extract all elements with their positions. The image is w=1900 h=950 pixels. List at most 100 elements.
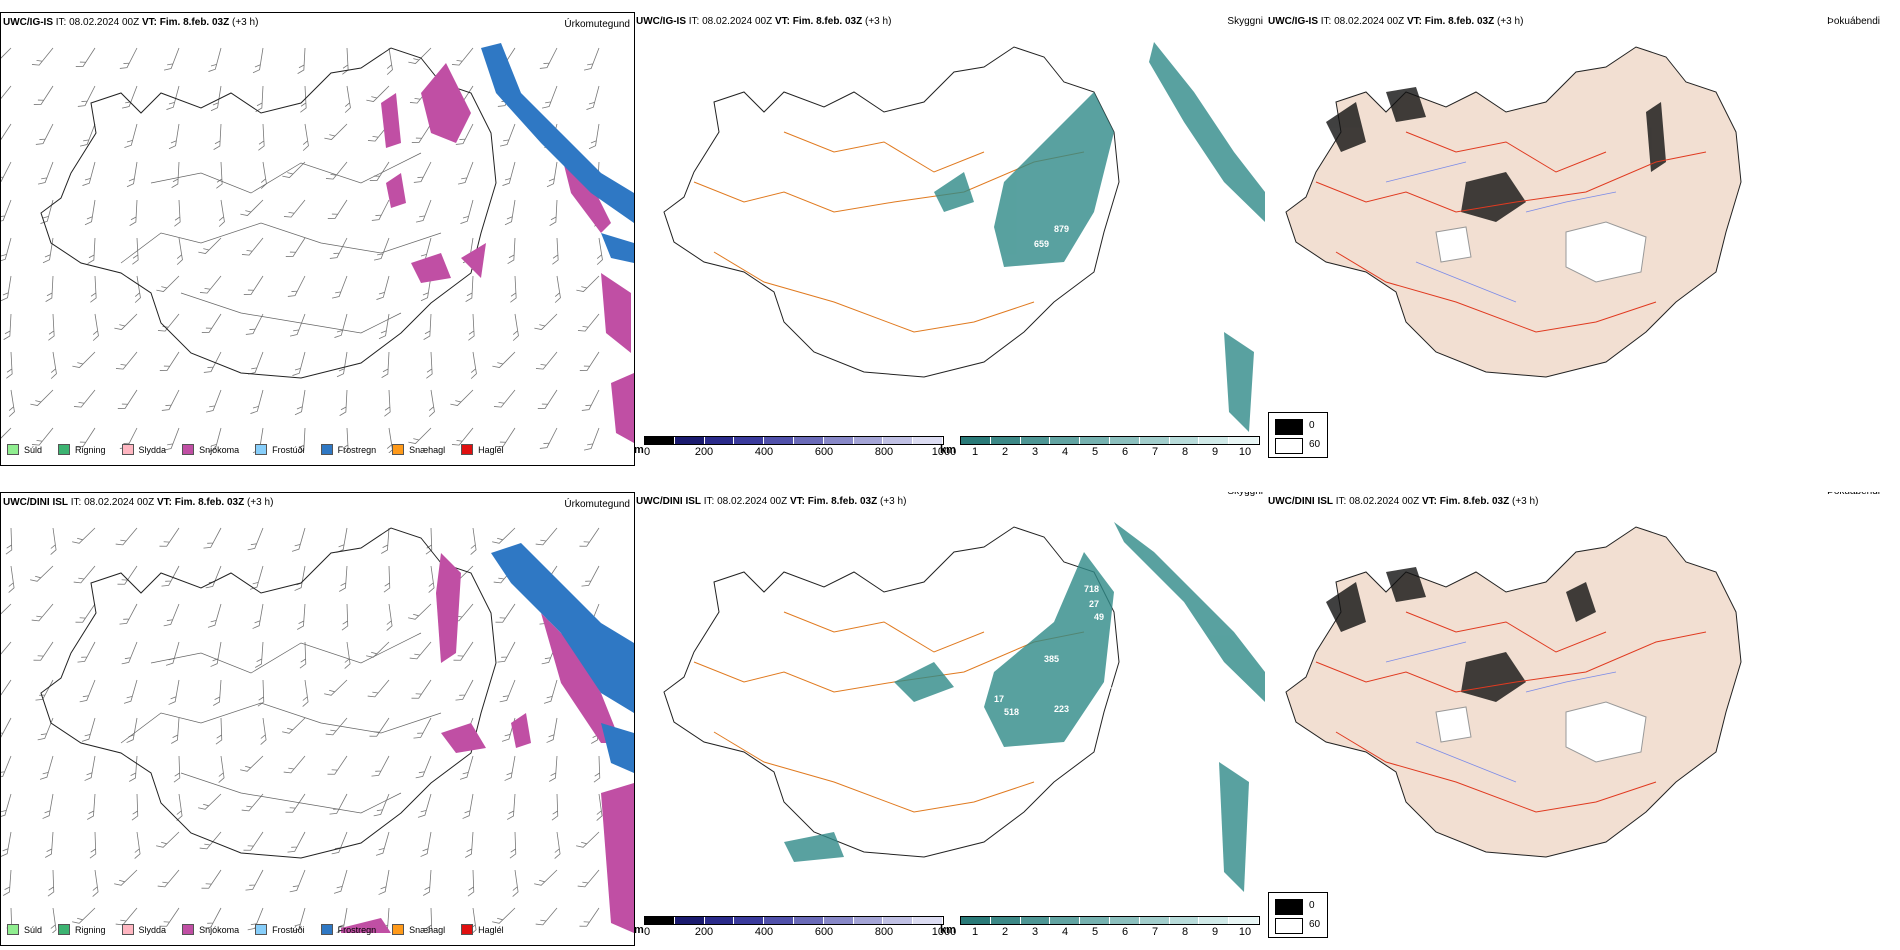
wind-barb (294, 565, 306, 591)
wind-barb (123, 679, 138, 704)
fog-legend: 0 60 (1268, 412, 1328, 458)
visibility-strip (960, 436, 1260, 445)
wind-barb (535, 527, 558, 546)
wind-barb (168, 679, 180, 705)
wind-barb (129, 199, 138, 226)
wind-barb (79, 123, 96, 147)
wind-barb (292, 351, 306, 376)
wind-barb (512, 869, 519, 897)
wind-barb (72, 527, 96, 544)
wind-barb (174, 199, 181, 227)
wind-barb (344, 85, 351, 113)
wind-barb (37, 161, 54, 185)
wind-barb (89, 831, 97, 859)
precip-map (1, 527, 634, 933)
wind-barb (79, 679, 96, 703)
wind-barb (415, 199, 432, 223)
ceiling-swatch (674, 437, 705, 444)
visibility-unit: km (940, 924, 956, 936)
wind-barb (583, 47, 600, 71)
wind-barb (384, 389, 391, 417)
ceiling-swatch (645, 917, 675, 924)
wind-barb (157, 869, 180, 888)
wind-barb (289, 313, 306, 337)
visibility-tick-label: 8 (1181, 446, 1189, 458)
wind-barb (92, 869, 99, 897)
wind-barb (470, 527, 477, 555)
precip-legend-swatch (320, 444, 333, 455)
wind-barb (495, 603, 516, 623)
wind-barb (1, 603, 12, 620)
wind-barb (344, 641, 351, 669)
ceiling-ticks: 0 200 400 600 800 1000 (644, 925, 956, 939)
wind-barb (215, 717, 223, 745)
ceiling-swatch (853, 917, 884, 924)
visibility-swatch (1020, 437, 1051, 444)
wind-barb (73, 389, 96, 408)
wind-barb (297, 427, 306, 453)
wind-barb (1, 427, 12, 444)
rivers (1385, 161, 1617, 303)
ceiling-swatch (913, 917, 943, 924)
precip-map (1, 43, 634, 453)
visibility-swatch (1169, 437, 1200, 444)
fog-panel-row1: UWC/IG-IS IT: 08.02.2024 00Z VT: Fim. 8.… (1266, 12, 1900, 464)
wind-barb (325, 161, 348, 180)
wind-barb (492, 351, 516, 368)
wind-barb (163, 427, 180, 451)
wind-barb (371, 199, 390, 221)
visibility-swatch (1050, 437, 1081, 444)
wind-barb (1, 793, 12, 818)
wind-barb (504, 199, 516, 226)
wind-barb (156, 275, 180, 292)
wind-barb (159, 351, 180, 371)
panel-header: UWC/IG-IS IT: 08.02.2024 00Z VT: Fim. 8.… (636, 16, 892, 27)
wind-barb (583, 427, 600, 451)
fog-legend-label-1: 60 (1309, 439, 1321, 450)
precip-legend-swatch (255, 444, 268, 455)
wind-barb (252, 47, 264, 74)
wind-barb (507, 793, 516, 820)
wind-barb (507, 237, 516, 264)
precip-legend-label: Slydda (138, 924, 167, 935)
rivers (1385, 641, 1617, 783)
wind-barb (50, 351, 57, 379)
wind-barb (168, 123, 180, 150)
wind-barb (35, 123, 54, 145)
precip-legend-item: Haglél (461, 444, 504, 455)
wind-barb (87, 237, 96, 264)
wind-barb (1, 755, 12, 779)
iceland-land (1285, 46, 1742, 378)
wind-barb (213, 123, 222, 150)
visibility-swatch (961, 437, 991, 444)
wind-barb (245, 313, 264, 335)
wind-barb (378, 869, 390, 895)
wind-barb (367, 679, 390, 698)
wind-barb (327, 199, 348, 219)
peak-number: 61 (1144, 694, 1154, 704)
fog-map (1285, 46, 1742, 378)
wind-barb (588, 123, 600, 150)
wind-barb (549, 199, 558, 226)
wind-barb (428, 565, 435, 593)
wind-barb (287, 831, 306, 853)
wind-barb (492, 527, 516, 544)
wind-barb (369, 717, 390, 737)
visibility-tick-label: 9 (1211, 446, 1219, 458)
wind-barb (331, 831, 348, 855)
snow-areas (381, 63, 634, 443)
wind-barb (75, 427, 96, 447)
precip-legend-label: Súld (24, 444, 43, 455)
wind-barb (420, 275, 432, 302)
wind-barb (213, 679, 222, 706)
wind-barb (373, 793, 390, 817)
wind-barb (114, 313, 138, 330)
wind-barb (455, 679, 474, 701)
panel-title: Úrkomutegund (564, 499, 630, 510)
wind-barb (467, 869, 475, 897)
wind-barb (334, 313, 348, 338)
wind-barb (1, 161, 12, 183)
wind-barb (408, 427, 432, 444)
wind-barb (299, 641, 307, 669)
wind-barb (199, 275, 222, 294)
